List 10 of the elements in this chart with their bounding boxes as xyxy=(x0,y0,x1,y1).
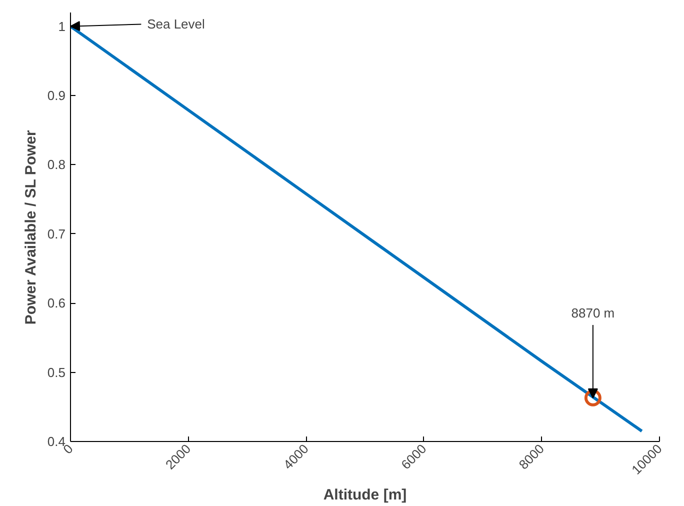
y-tick-label: 0.7 xyxy=(47,226,66,242)
y-tick-label: 0.6 xyxy=(47,296,66,311)
y-tick-label: 1 xyxy=(58,18,66,34)
y-tick-label: 0.8 xyxy=(47,157,66,172)
y-tick-label: 0.5 xyxy=(47,364,66,380)
x-axis-title: Altitude [m] xyxy=(323,486,407,504)
y-tick-label: 0.9 xyxy=(47,88,66,104)
annotation: 8870 m xyxy=(571,306,615,321)
annotation: Sea Level xyxy=(147,16,206,32)
y-axis-title: Power Available / SL Power xyxy=(22,130,40,325)
